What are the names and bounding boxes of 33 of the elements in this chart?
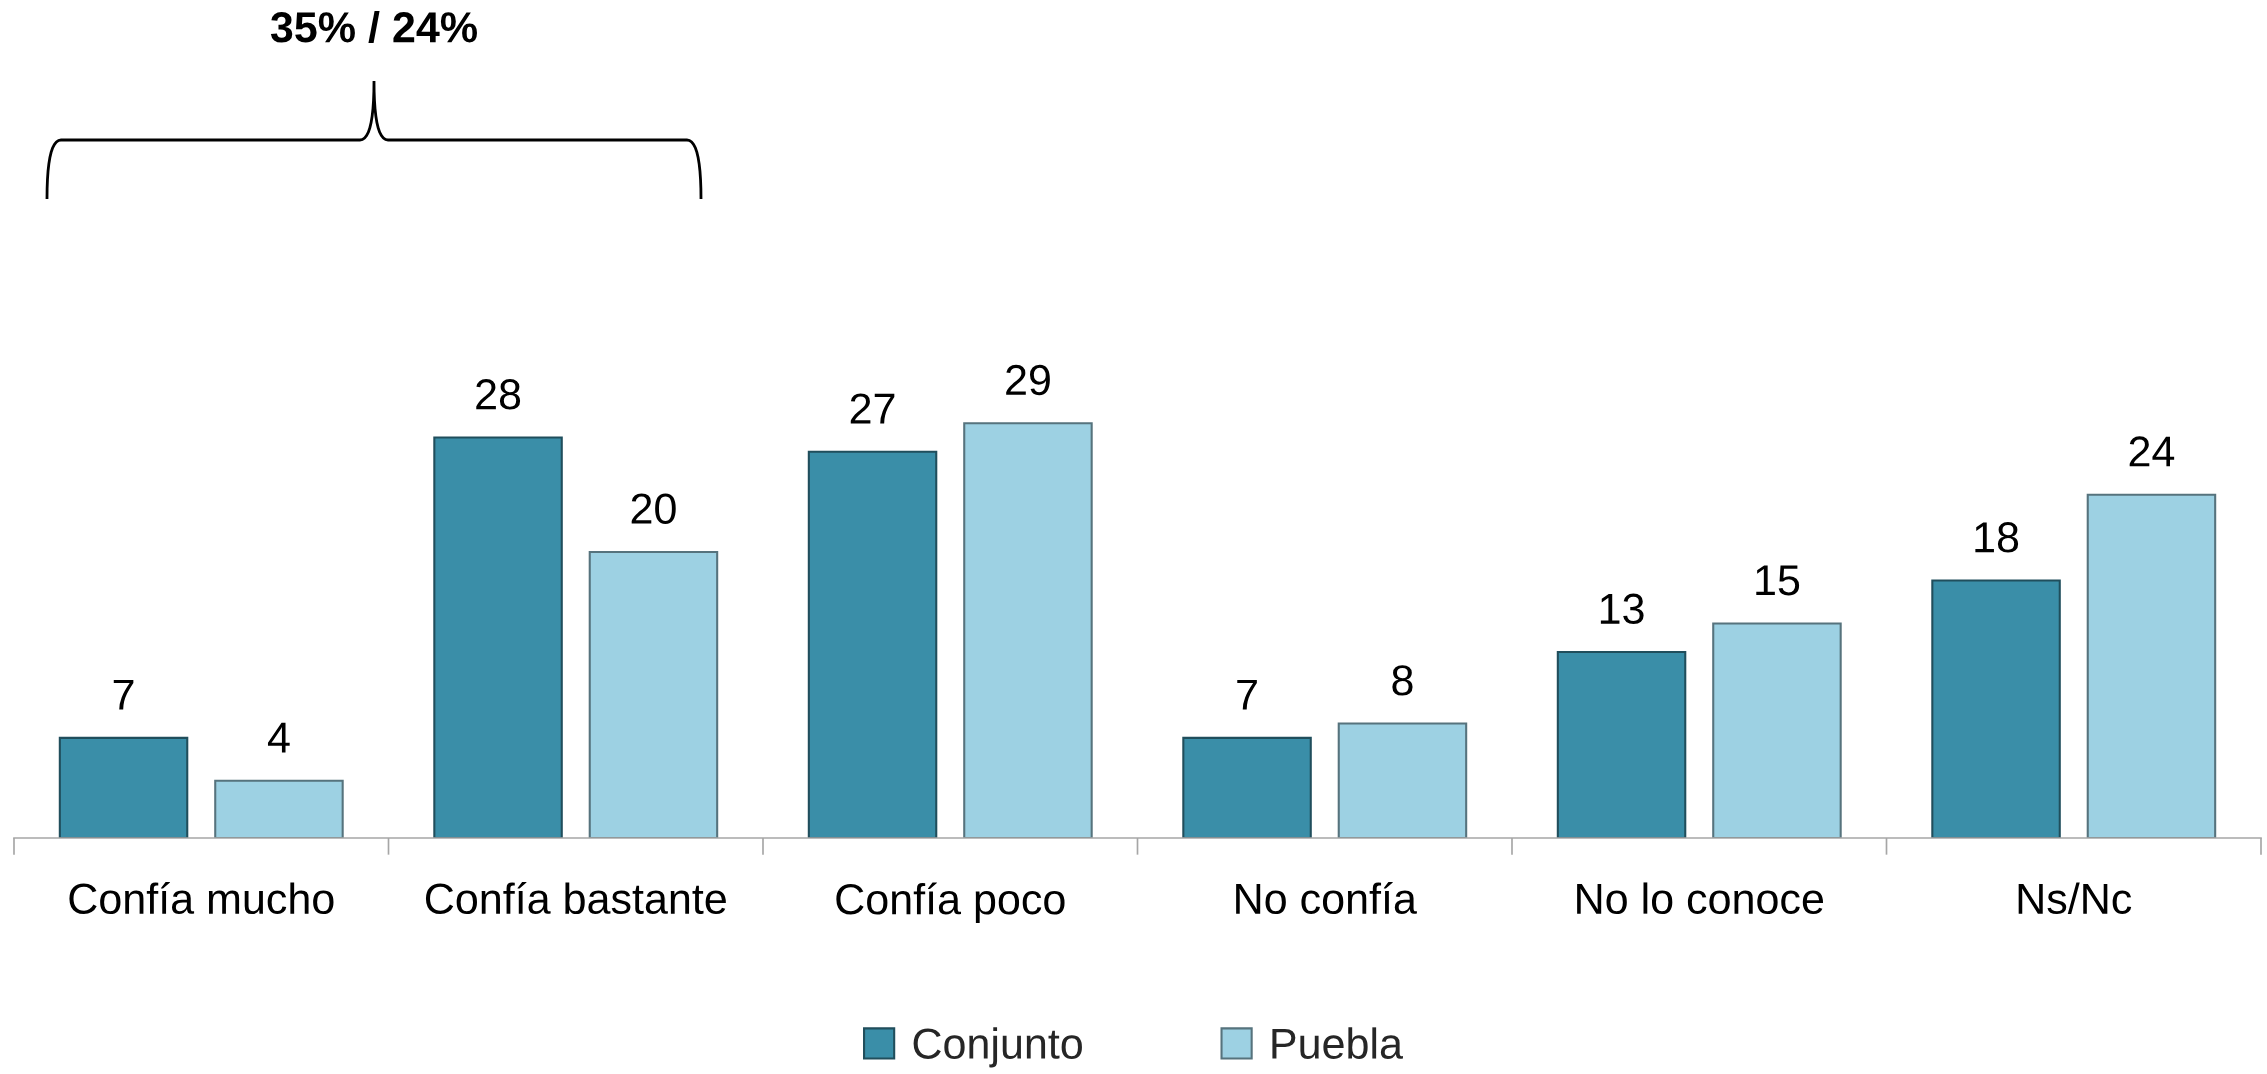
- legend-label: Puebla: [1272, 1027, 1403, 1059]
- bar: [1931, 579, 2061, 838]
- data-label: 29: [1006, 364, 1050, 396]
- text: 35% / 24%: [270, 10, 477, 43]
- bar: [58, 736, 189, 838]
- data-label: 8: [1392, 665, 1413, 696]
- bar: [807, 450, 938, 838]
- bar: [1556, 651, 1687, 838]
- bar: [2086, 493, 2217, 838]
- data-label: 27: [850, 393, 895, 424]
- bar: [963, 422, 1093, 838]
- x-tick-label: Confía mucho: [69, 881, 334, 915]
- bar: [214, 779, 344, 838]
- bar: [1182, 736, 1312, 838]
- bar: [433, 436, 563, 838]
- bar: [588, 550, 719, 838]
- bar: [1712, 622, 1842, 838]
- data-label: 20: [631, 493, 676, 524]
- data-label: 7: [113, 679, 134, 710]
- data-label: 15: [1756, 565, 1800, 596]
- bar: [1337, 722, 1468, 838]
- data-label: 18: [1975, 522, 2019, 553]
- data-label: 13: [1600, 593, 1644, 625]
- x-tick-label: Confía poco: [836, 882, 1065, 924]
- x-tick-label: No lo conoce: [1577, 882, 1823, 915]
- data-label: 24: [2129, 436, 2175, 467]
- x-tick-label: No confía: [1236, 881, 1417, 915]
- data-label: 7: [1237, 679, 1257, 710]
- x-tick-label: Ns/Nc: [2018, 882, 2132, 915]
- x-tick-label: Confía bastante: [425, 881, 726, 915]
- data-label: 28: [476, 379, 521, 410]
- data-label: 4: [267, 722, 290, 753]
- legend-label: Conjunto: [913, 1027, 1082, 1068]
